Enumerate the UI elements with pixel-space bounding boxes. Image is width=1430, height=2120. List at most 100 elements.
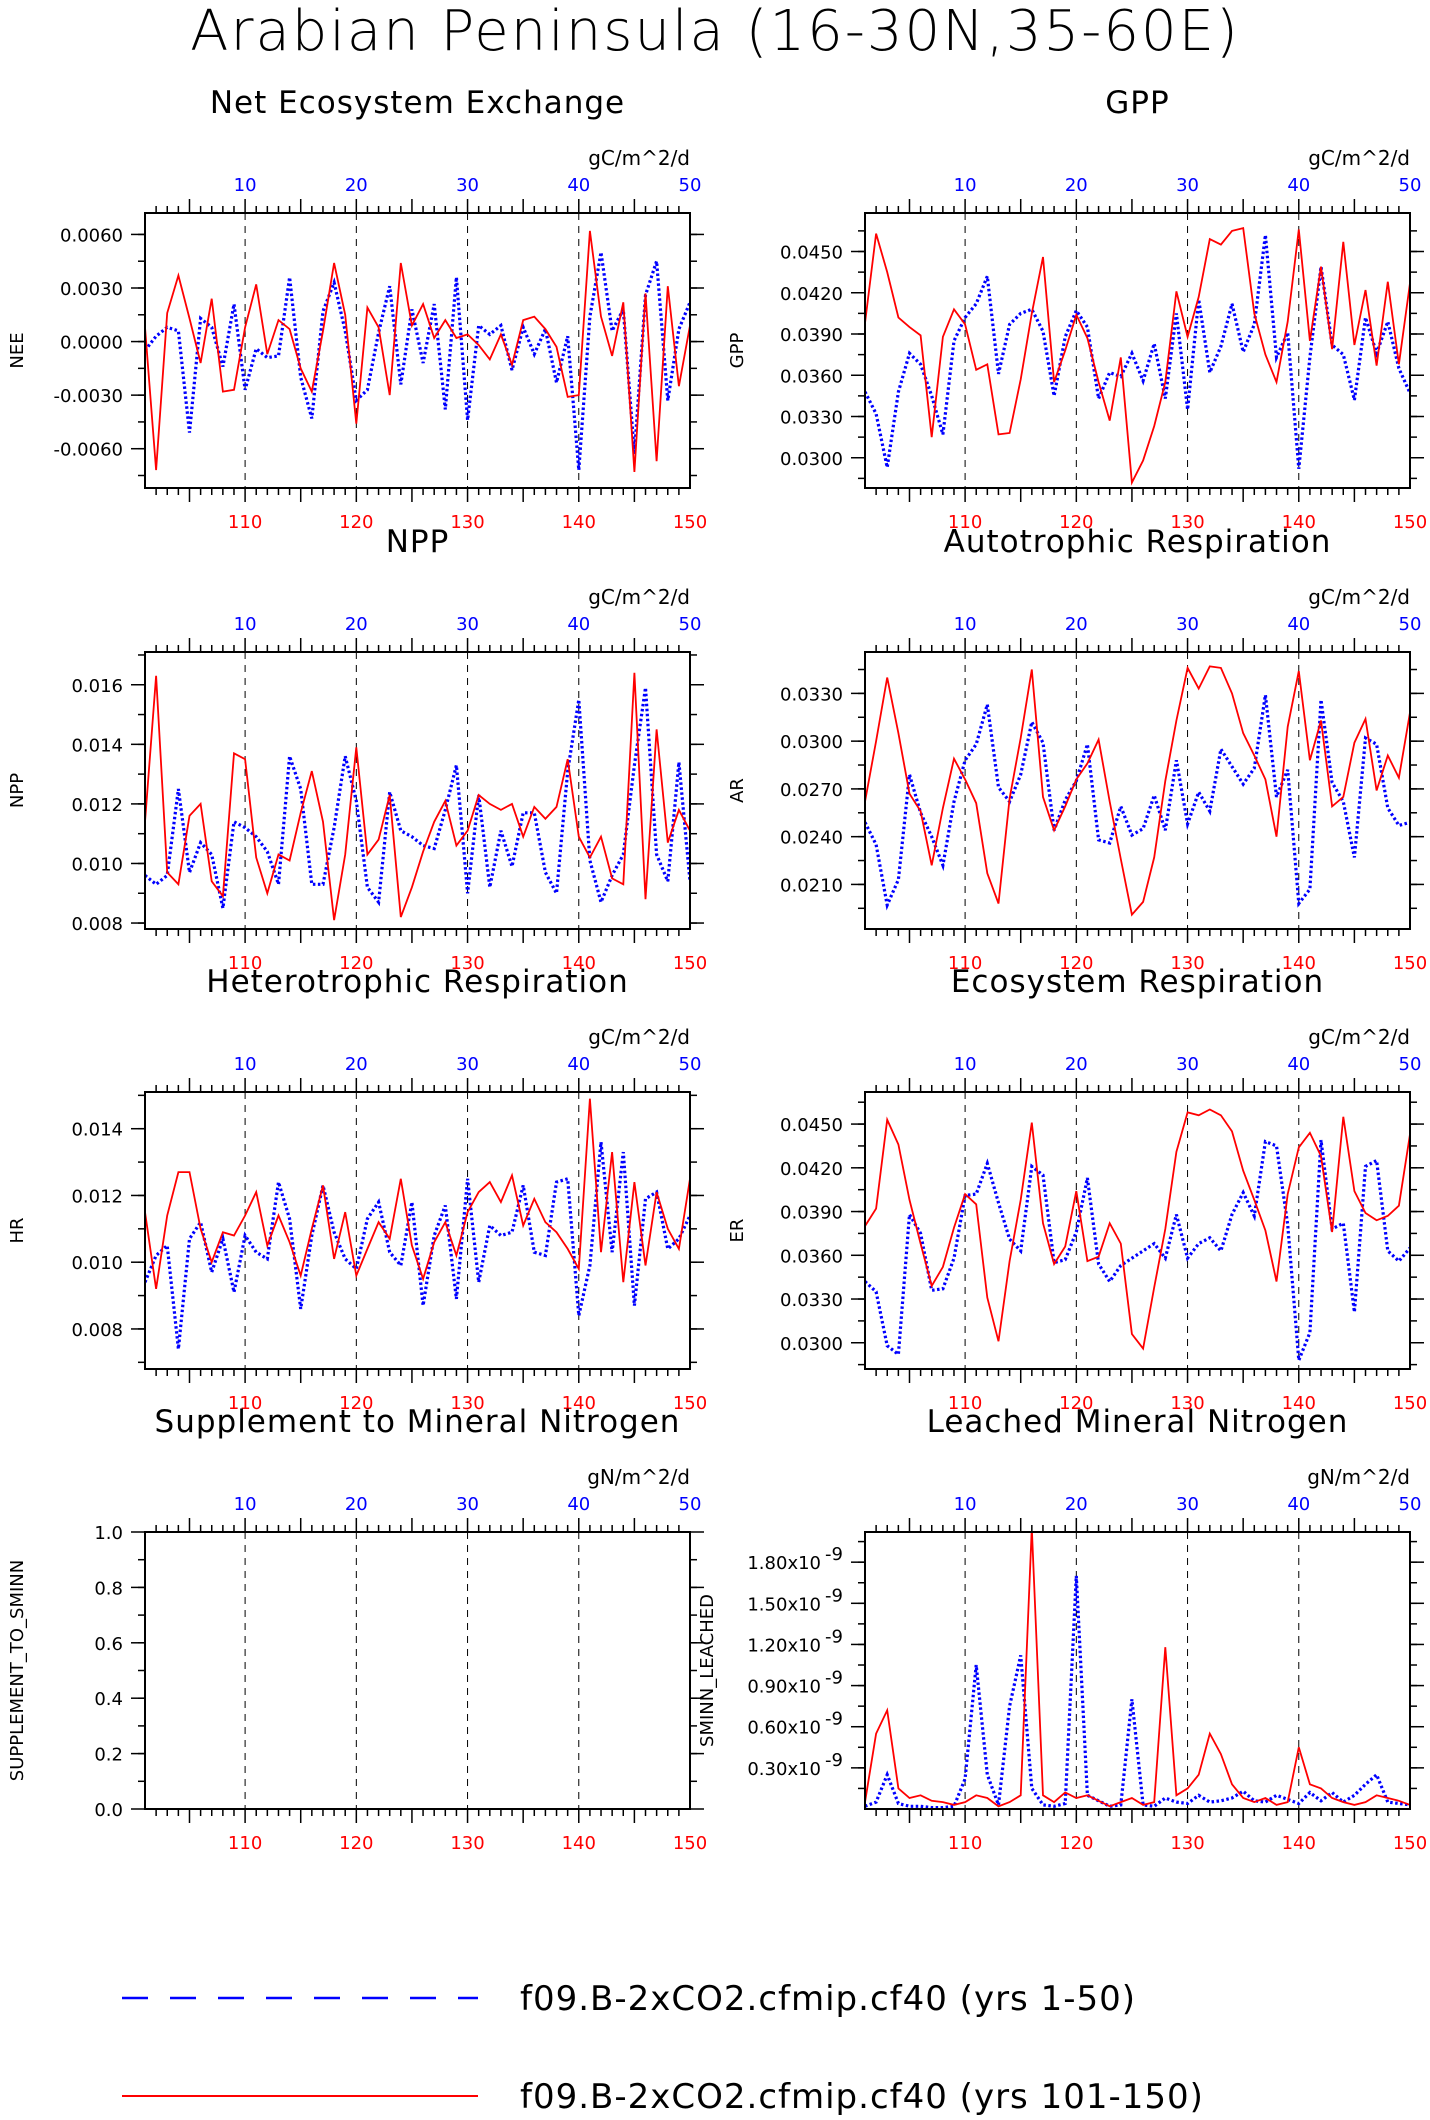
units-label: gN/m^2/d [1307, 1465, 1410, 1489]
panel-supplement-to-mineral-nitrogen: Supplement to Mineral Nitrogen gN/m^2/d 10… [7, 1404, 707, 1854]
units-label: gC/m^2/d [1308, 1025, 1410, 1049]
y-tick-label: 0.010 [71, 854, 123, 875]
x-tick-label-bottom: 120 [1059, 1833, 1093, 1854]
series-line-yrs-1-50 [865, 1575, 1410, 1809]
x-tick-label-top: 10 [234, 1494, 257, 1515]
x-tick-label-top: 30 [1176, 175, 1199, 196]
x-tick-label-bottom: 140 [562, 1833, 596, 1854]
x-tick-label-top: 50 [679, 1054, 702, 1075]
y-axis-label: AR [727, 778, 748, 803]
legend-label-run-b: f09.B-2xCO2.cfmip.cf40 (yrs 101-150) [520, 2077, 1204, 2117]
x-tick-label-bottom: 140 [562, 1393, 596, 1414]
x-tick-label-bottom: 150 [673, 1833, 707, 1854]
panel-gpp: GPP gC/m^2/d 10 20 30 40 50 110 120 130 140 150 0.04… [727, 85, 1427, 533]
x-tick-label-bottom: 150 [673, 512, 707, 533]
panel-title: Heterotrophic Respiration [206, 964, 628, 1000]
series-line-yrs-1-50 [145, 687, 690, 909]
x-tick-label-top: 10 [954, 175, 977, 196]
y-tick-label: 1.50x10 [747, 1594, 821, 1615]
units-label: gC/m^2/d [1308, 585, 1410, 609]
y-tick-label: 0.0000 [60, 333, 123, 354]
x-tick-label-top: 20 [345, 1054, 368, 1075]
x-tick-label-top: 40 [1287, 1494, 1310, 1515]
y-tick-label: 0.4 [94, 1689, 123, 1710]
y-tick-label: 0.008 [71, 914, 123, 935]
y-tick-label: -0.0060 [54, 440, 123, 461]
x-tick-label-bottom: 150 [1393, 1833, 1427, 1854]
y-tick-label: 0.0420 [780, 1159, 843, 1180]
x-tick-label-bottom: 150 [1393, 512, 1427, 533]
y-tick-exponent: -9 [825, 1668, 843, 1689]
y-tick-label: 0.0270 [780, 780, 843, 801]
panel-ecosystem-respiration: Ecosystem Respiration gC/m^2/d 10 20 30 40 50 1… [727, 964, 1427, 1414]
y-tick-exponent: -9 [825, 1709, 843, 1730]
x-tick-label-top: 10 [954, 1494, 977, 1515]
y-tick-label: 0.0210 [780, 875, 843, 896]
y-axis-label: NEE [7, 332, 28, 368]
x-tick-label-bottom: 110 [948, 512, 982, 533]
y-tick-label: 0.0390 [780, 325, 843, 346]
x-tick-label-bottom: 140 [562, 953, 596, 974]
x-tick-label-top: 30 [456, 1494, 479, 1515]
y-tick-label: 1.80x10 [747, 1553, 821, 1574]
x-tick-label-bottom: 150 [1393, 953, 1427, 974]
series-line-yrs-101-150 [145, 230, 690, 472]
x-tick-label-top: 40 [567, 1494, 590, 1515]
y-tick-label: 0.90x10 [747, 1677, 821, 1698]
y-tick-label: 0.0450 [780, 243, 843, 264]
x-tick-label-top: 10 [954, 614, 977, 635]
x-tick-label-top: 40 [567, 175, 590, 196]
x-tick-label-bottom: 150 [673, 1393, 707, 1414]
y-axis-label: SUPPLEMENT_TO_SMINN [7, 1560, 28, 1781]
y-tick-label: 0.0300 [780, 1334, 843, 1355]
x-tick-label-top: 40 [1287, 1054, 1310, 1075]
y-tick-label: 0.012 [71, 795, 123, 816]
panel-net-ecosystem-exchange: Net Ecosystem Exchange gC/m^2/d 10 20 30 40 50… [7, 85, 707, 533]
x-tick-label-top: 50 [679, 614, 702, 635]
x-tick-label-bottom: 140 [1282, 1833, 1316, 1854]
y-tick-label: 0.0030 [60, 279, 123, 300]
y-tick-label: 0.014 [71, 735, 123, 756]
panel-title: Leached Mineral Nitrogen [927, 1404, 1349, 1440]
y-tick-label: 0.014 [71, 1120, 123, 1141]
x-tick-label-top: 50 [1399, 175, 1422, 196]
x-tick-label-top: 20 [1065, 175, 1088, 196]
y-axis-label: ER [727, 1219, 748, 1243]
panels: Net Ecosystem Exchange gC/m^2/d 10 20 30 40 50… [7, 85, 1427, 1854]
x-tick-label-bottom: 120 [339, 512, 373, 533]
series-line-yrs-1-50 [865, 234, 1410, 469]
x-tick-label-top: 40 [567, 614, 590, 635]
y-axis-label: HR [7, 1217, 28, 1243]
panel-autotrophic-respiration: Autotrophic Respiration gC/m^2/d 10 20 30 40 5… [727, 524, 1427, 974]
x-tick-label-bottom: 140 [1282, 1393, 1316, 1414]
x-tick-label-bottom: 130 [1170, 1833, 1204, 1854]
x-tick-label-bottom: 120 [1059, 512, 1093, 533]
x-tick-label-bottom: 120 [339, 953, 373, 974]
x-tick-label-top: 30 [456, 1054, 479, 1075]
panel-leached-mineral-nitrogen: Leached Mineral Nitrogen gN/m^2/d 10 20 30 40… [697, 1404, 1427, 1854]
legend: f09.B-2xCO2.cfmip.cf40 (yrs 1-50) f09.B-… [122, 1979, 1204, 2117]
plot-frame [144, 212, 691, 489]
plot-frame [864, 1531, 1411, 1810]
panel-title: GPP [1105, 85, 1169, 121]
x-tick-label-bottom: 110 [948, 1833, 982, 1854]
x-tick-label-top: 30 [456, 614, 479, 635]
units-label: gC/m^2/d [1308, 146, 1410, 170]
y-tick-exponent: -9 [825, 1585, 843, 1606]
y-tick-label: 0.60x10 [747, 1718, 821, 1739]
x-tick-label-bottom: 120 [339, 1833, 373, 1854]
series-line-yrs-101-150 [145, 672, 690, 921]
series-line-yrs-101-150 [865, 1532, 1410, 1808]
x-tick-label-bottom: 120 [1059, 953, 1093, 974]
series-line-yrs-1-50 [145, 1141, 690, 1350]
y-tick-label: 0.0330 [780, 408, 843, 429]
x-tick-label-bottom: 130 [450, 1393, 484, 1414]
y-tick-label: 1.20x10 [747, 1635, 821, 1656]
y-tick-label: 0.016 [71, 676, 123, 697]
x-tick-label-top: 40 [1287, 614, 1310, 635]
y-tick-label: 0.0390 [780, 1203, 843, 1224]
x-tick-label-top: 20 [345, 614, 368, 635]
figure-title: Arabian Peninsula (16-30N,35-60E) [190, 0, 1240, 64]
x-tick-label-bottom: 110 [228, 1833, 262, 1854]
